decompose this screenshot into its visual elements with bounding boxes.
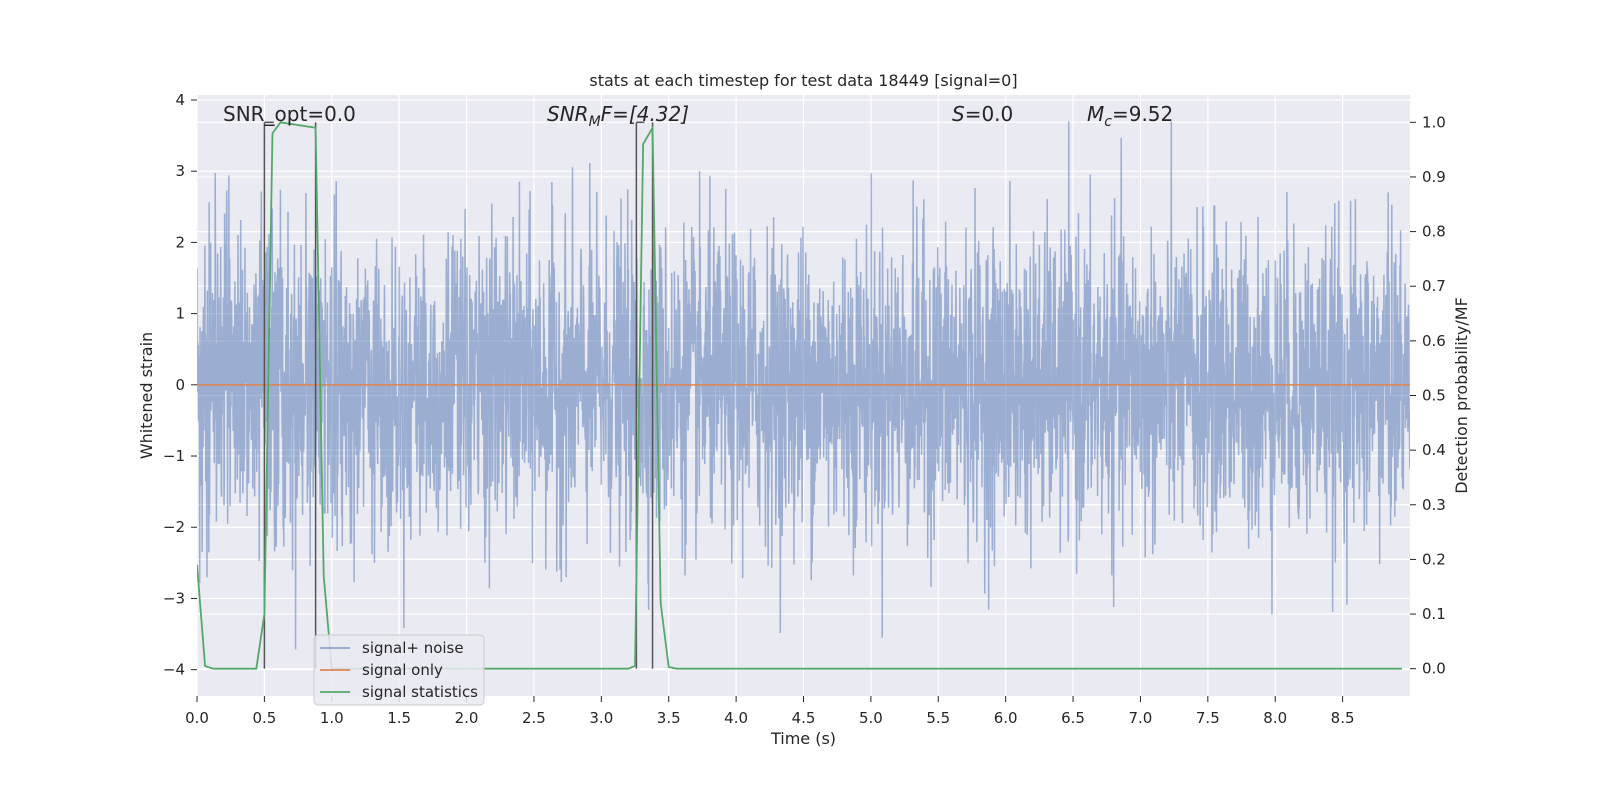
annotation-snr-mf: SNRMF=[4.32] [547, 102, 689, 130]
x-tick-label: 6.5 [1061, 709, 1085, 727]
y-tick-label-right: 0.0 [1422, 660, 1446, 678]
y-tick-label-left: −1 [163, 447, 185, 465]
x-tick-label: 0.0 [185, 709, 209, 727]
y-axis-label-right: Detection probability/MF [1452, 297, 1471, 494]
axes-layer: 0.0 0.5 1.0 1.5 2.0 2.5 3.0 3.5 4.0 4.5 5.0 5.5 6.0 6… [163, 91, 1446, 727]
x-axis-label: Time (s) [770, 729, 836, 748]
annotation-s: S=0.0 [952, 102, 1013, 126]
x-tick-label: 1.5 [387, 709, 411, 727]
y-tick-label-right: 0.4 [1422, 441, 1446, 459]
legend-box [313, 634, 485, 706]
x-tick-label: 3.0 [589, 709, 613, 727]
x-tick-label: 4.0 [724, 709, 748, 727]
y-tick-label-left: −2 [163, 518, 185, 536]
y-tick-label-left: 3 [175, 162, 185, 180]
x-tick-label: 0.5 [252, 709, 276, 727]
y-tick-label-right: 0.9 [1422, 168, 1446, 186]
y-tick-label-right: 0.3 [1422, 496, 1446, 514]
y-axis-label-left: Whitened strain [137, 332, 156, 459]
x-tick-label: 2.0 [455, 709, 479, 727]
y-tick-label-right: 0.6 [1422, 332, 1446, 350]
x-tick-label: 8.0 [1263, 709, 1287, 727]
x-tick-label: 7.0 [1129, 709, 1153, 727]
legend: signal+ noise signal only signal statist… [313, 634, 485, 706]
x-tick-label: 3.5 [657, 709, 681, 727]
y-tick-label-right: 0.5 [1422, 387, 1446, 405]
x-tick-label: 1.0 [320, 709, 344, 727]
y-tick-label-left: 0 [175, 376, 185, 394]
x-tick-label: 7.5 [1196, 709, 1220, 727]
series-signal-noise [197, 121, 1410, 650]
y-tick-label-right: 0.8 [1422, 223, 1446, 241]
x-tick-label: 5.0 [859, 709, 883, 727]
x-tick-label: 4.5 [792, 709, 816, 727]
x-tick-label: 8.5 [1331, 709, 1355, 727]
legend-entry-signal-statistics: signal statistics [362, 683, 478, 701]
y-tick-label-right: 1.0 [1422, 113, 1446, 131]
y-tick-label-left: 4 [175, 91, 185, 109]
y-tick-label-right: 0.7 [1422, 277, 1446, 295]
y-tick-label-left: 1 [175, 305, 185, 323]
y-tick-label-left: −3 [163, 589, 185, 607]
y-tick-label-right: 0.2 [1422, 550, 1446, 568]
chart-title: stats at each timestep for test data 184… [589, 71, 1017, 90]
x-tick-label: 6.0 [994, 709, 1018, 727]
y-tick-label-left: −4 [163, 661, 185, 679]
legend-entry-signal-noise: signal+ noise [362, 639, 464, 657]
legend-entry-signal-only: signal only [362, 661, 443, 679]
x-tick-label: 5.5 [926, 709, 950, 727]
y-tick-label-left: 2 [175, 233, 185, 251]
annotation-mc: Mc=9.52 [1087, 102, 1173, 130]
annotation-snr-opt: SNR_opt=0.0 [223, 102, 356, 126]
y-tick-label-right: 0.1 [1422, 605, 1446, 623]
x-tick-label: 2.5 [522, 709, 546, 727]
